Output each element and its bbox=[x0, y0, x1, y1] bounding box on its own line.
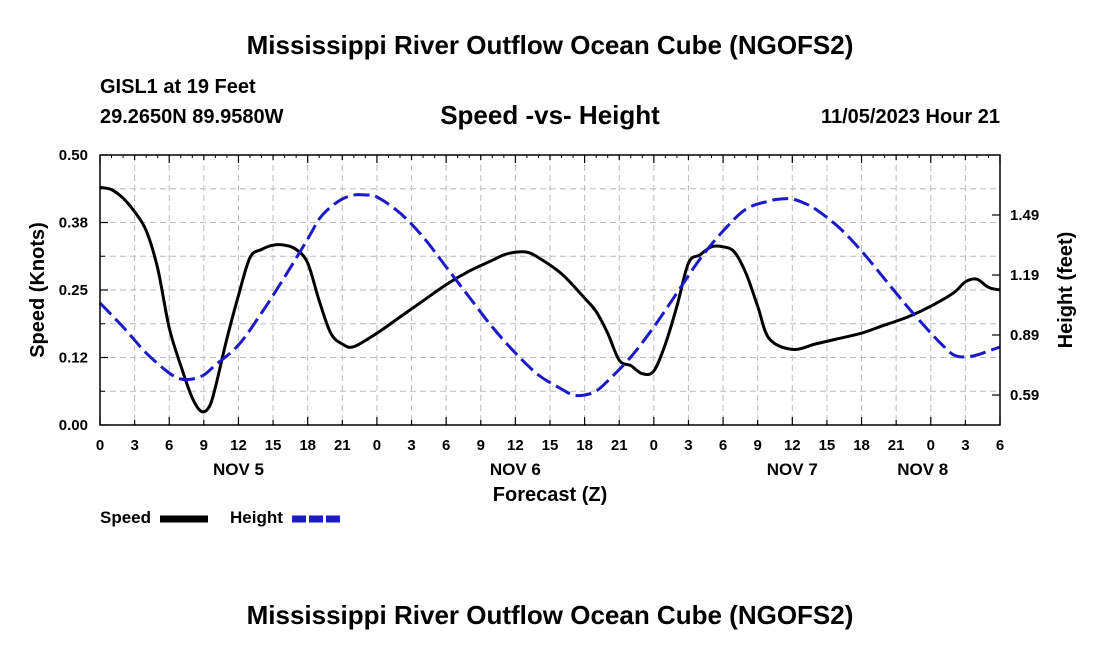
x-tick-label: 9 bbox=[200, 437, 208, 454]
y-left-axis-title: Speed (Knots) bbox=[27, 222, 49, 358]
axis-labels: 0 3 6 9 12 15 18 21 0 3 6 9 12 15 18 21 0 3 6 9 12 15 18 21 0 3 6 0… bbox=[27, 147, 1077, 506]
x-tick-label: 21 bbox=[611, 437, 628, 454]
x-tick-label: 18 bbox=[299, 437, 316, 454]
grid-lines bbox=[100, 155, 1000, 425]
x-tick-label: 12 bbox=[507, 437, 524, 454]
x-tick-label: 12 bbox=[230, 437, 247, 454]
y-right-tick-label: 1.19 bbox=[1010, 267, 1039, 284]
x-date-label: NOV 8 bbox=[897, 460, 948, 479]
y-left-tick-label: 0.38 bbox=[59, 215, 88, 232]
x-tick-label: 0 bbox=[373, 437, 381, 454]
legend-item-height: Height bbox=[230, 508, 342, 528]
legend-speed-swatch bbox=[159, 515, 208, 523]
x-tick-label: 21 bbox=[334, 437, 351, 454]
x-tick-label: 9 bbox=[477, 437, 485, 454]
y-left-tick-label: 0.50 bbox=[59, 147, 88, 164]
x-tick-label: 6 bbox=[719, 437, 727, 454]
station-name: GISL1 at 19 Feet bbox=[100, 76, 256, 98]
x-tick-label: 3 bbox=[684, 437, 692, 454]
legend-height-swatch bbox=[291, 515, 340, 523]
y-left-tick-label: 0.00 bbox=[59, 417, 88, 434]
x-tick-label: 6 bbox=[442, 437, 450, 454]
legend-speed-label: Speed bbox=[100, 508, 152, 527]
x-tick-label: 3 bbox=[130, 437, 138, 454]
footer-title: Mississippi River Outflow Ocean Cube (NG… bbox=[246, 600, 854, 630]
y-right-axis-title: Height (feet) bbox=[1055, 232, 1077, 349]
y-right-tick-label: 0.89 bbox=[1010, 327, 1039, 344]
legend-height-label: Height bbox=[230, 508, 283, 527]
y-left-tick-label: 0.25 bbox=[59, 282, 88, 299]
x-tick-label: 0 bbox=[650, 437, 658, 454]
x-tick-label: 18 bbox=[853, 437, 870, 454]
x-date-label: NOV 6 bbox=[490, 460, 541, 479]
x-tick-label: 3 bbox=[961, 437, 969, 454]
x-tick-label: 3 bbox=[407, 437, 415, 454]
plot-frame bbox=[99, 154, 1001, 426]
forecast-timestamp: 11/05/2023 Hour 21 bbox=[820, 106, 1000, 128]
y-left-tick-label: 0.12 bbox=[59, 350, 88, 367]
x-tick-label: 6 bbox=[996, 437, 1004, 454]
x-axis-title: Forecast (Z) bbox=[493, 484, 607, 506]
x-tick-label: 18 bbox=[576, 437, 593, 454]
x-date-label: NOV 7 bbox=[767, 460, 818, 479]
height-series-line bbox=[98, 193, 1001, 398]
data-lines bbox=[98, 185, 1001, 414]
legend-item-speed: Speed bbox=[100, 508, 210, 528]
y-right-tick-label: 0.59 bbox=[1010, 387, 1039, 404]
x-tick-label: 15 bbox=[542, 437, 559, 454]
station-coordinates: 29.2650N 89.9580W bbox=[100, 106, 284, 128]
x-tick-label: 15 bbox=[265, 437, 282, 454]
x-tick-label: 12 bbox=[784, 437, 801, 454]
x-tick-label: 0 bbox=[927, 437, 935, 454]
chart-subtitle: Speed -vs- Height bbox=[440, 100, 660, 130]
speed-series-line bbox=[99, 185, 1001, 414]
x-tick-label: 21 bbox=[888, 437, 905, 454]
x-tick-label: 0 bbox=[96, 437, 104, 454]
x-tick-label: 6 bbox=[165, 437, 173, 454]
x-date-label: NOV 5 bbox=[213, 460, 264, 479]
x-tick-label: 15 bbox=[819, 437, 836, 454]
chart-main-title: Mississippi River Outflow Ocean Cube (NG… bbox=[246, 30, 854, 60]
y-right-tick-label: 1.49 bbox=[1010, 207, 1039, 224]
x-tick-label: 9 bbox=[754, 437, 762, 454]
